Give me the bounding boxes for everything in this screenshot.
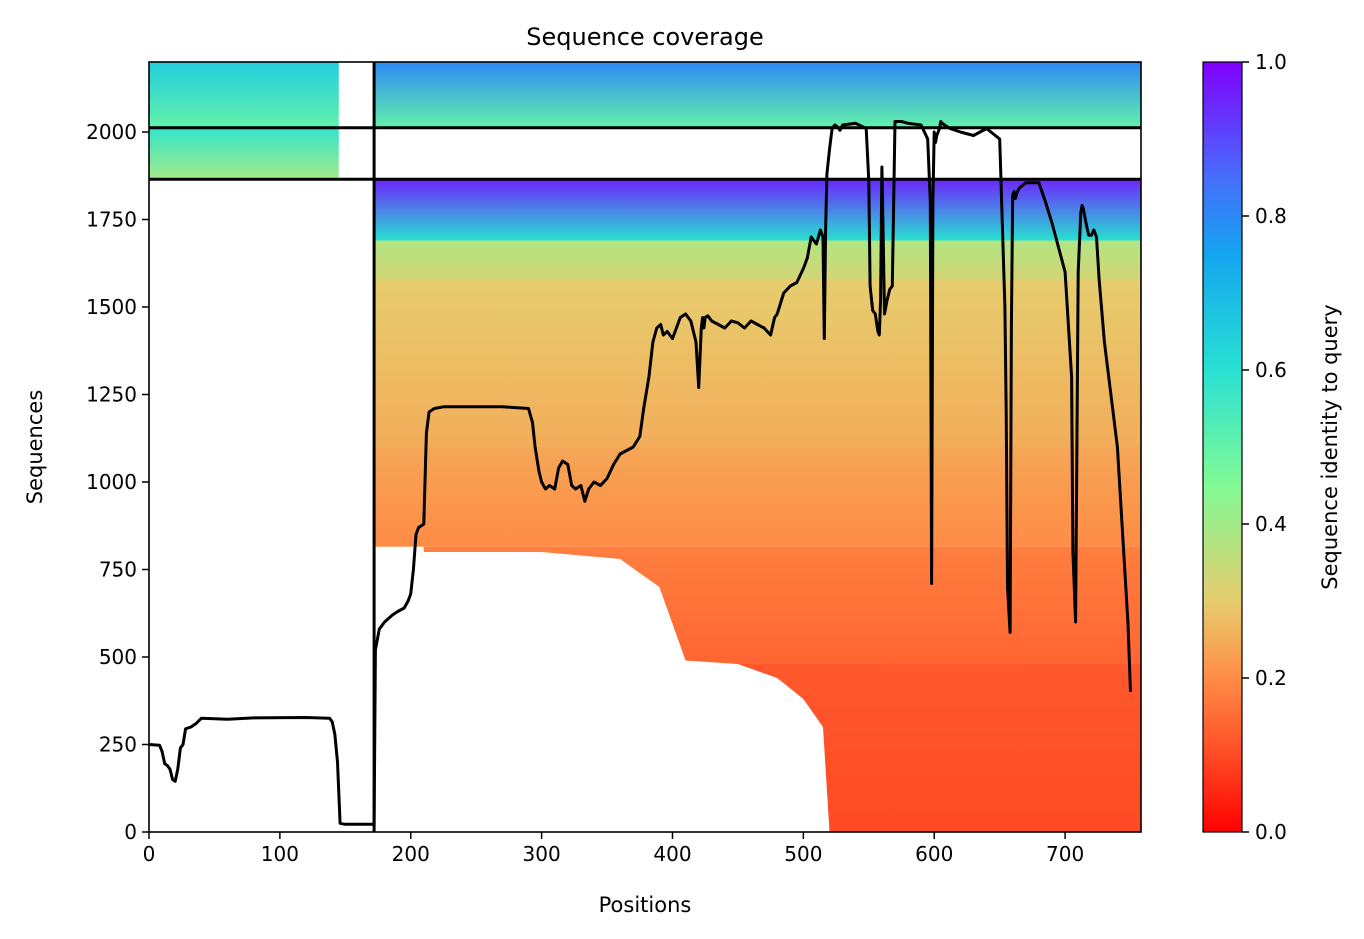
identity-block <box>149 127 339 180</box>
colorbar-tick-label: 1.0 <box>1255 50 1287 74</box>
x-tick-label: 500 <box>784 842 822 866</box>
colorbar-label: Sequence identity to query <box>1318 304 1342 589</box>
y-tick-label: 1000 <box>86 470 137 494</box>
uncovered-region <box>374 127 1141 180</box>
x-tick-label: 400 <box>653 842 691 866</box>
y-tick-label: 500 <box>99 645 137 669</box>
colorbar-axis: 0.0 0.2 0.4 0.6 0.8 1.0 <box>1242 50 1287 844</box>
uncovered-region <box>374 546 830 832</box>
x-tick-label: 600 <box>915 842 953 866</box>
chart-title: Sequence coverage <box>526 23 763 51</box>
colorbar-tick-label: 0.6 <box>1255 358 1287 382</box>
y-tick-label: 1250 <box>86 383 137 407</box>
x-tick-label: 200 <box>392 842 430 866</box>
x-axis-label: Positions <box>599 893 692 917</box>
identity-block <box>374 240 1141 279</box>
y-tick-label: 0 <box>124 820 137 844</box>
colorbar-tick-label: 0.0 <box>1255 820 1287 844</box>
colorbar <box>1202 61 1243 833</box>
y-tick-label: 1500 <box>86 295 137 319</box>
y-tick-label: 1750 <box>86 208 137 232</box>
coverage-line <box>149 120 1132 826</box>
x-tick-label: 100 <box>261 842 299 866</box>
plot-frame <box>148 61 1142 833</box>
y-axis-label: Sequences <box>23 390 47 505</box>
x-tick-label: 0 <box>143 842 156 866</box>
x-tick-label: 300 <box>523 842 561 866</box>
colorbar-tick-label: 0.4 <box>1255 512 1287 536</box>
identity-block <box>149 62 339 128</box>
y-tick-label: 2000 <box>86 120 137 144</box>
x-axis: 0 100 200 300 400 500 600 700 <box>143 832 1084 866</box>
x-tick-label: 700 <box>1046 842 1084 866</box>
identity-block <box>374 62 1141 128</box>
colorbar-tick-label: 0.2 <box>1255 666 1287 690</box>
y-axis: 0 250 500 750 1000 1250 1500 1750 2000 <box>86 120 149 844</box>
colorbar-tick-label: 0.8 <box>1255 204 1287 228</box>
y-tick-label: 250 <box>99 733 137 757</box>
coverage-gaps <box>374 127 1141 832</box>
y-tick-label: 750 <box>99 558 137 582</box>
identity-block <box>374 179 1141 241</box>
identity-block <box>374 447 1141 547</box>
identity-block <box>374 279 1141 447</box>
